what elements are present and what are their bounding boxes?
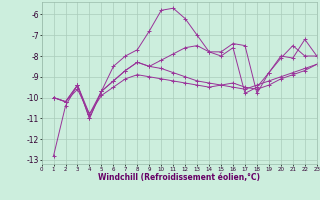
X-axis label: Windchill (Refroidissement éolien,°C): Windchill (Refroidissement éolien,°C) <box>98 173 260 182</box>
